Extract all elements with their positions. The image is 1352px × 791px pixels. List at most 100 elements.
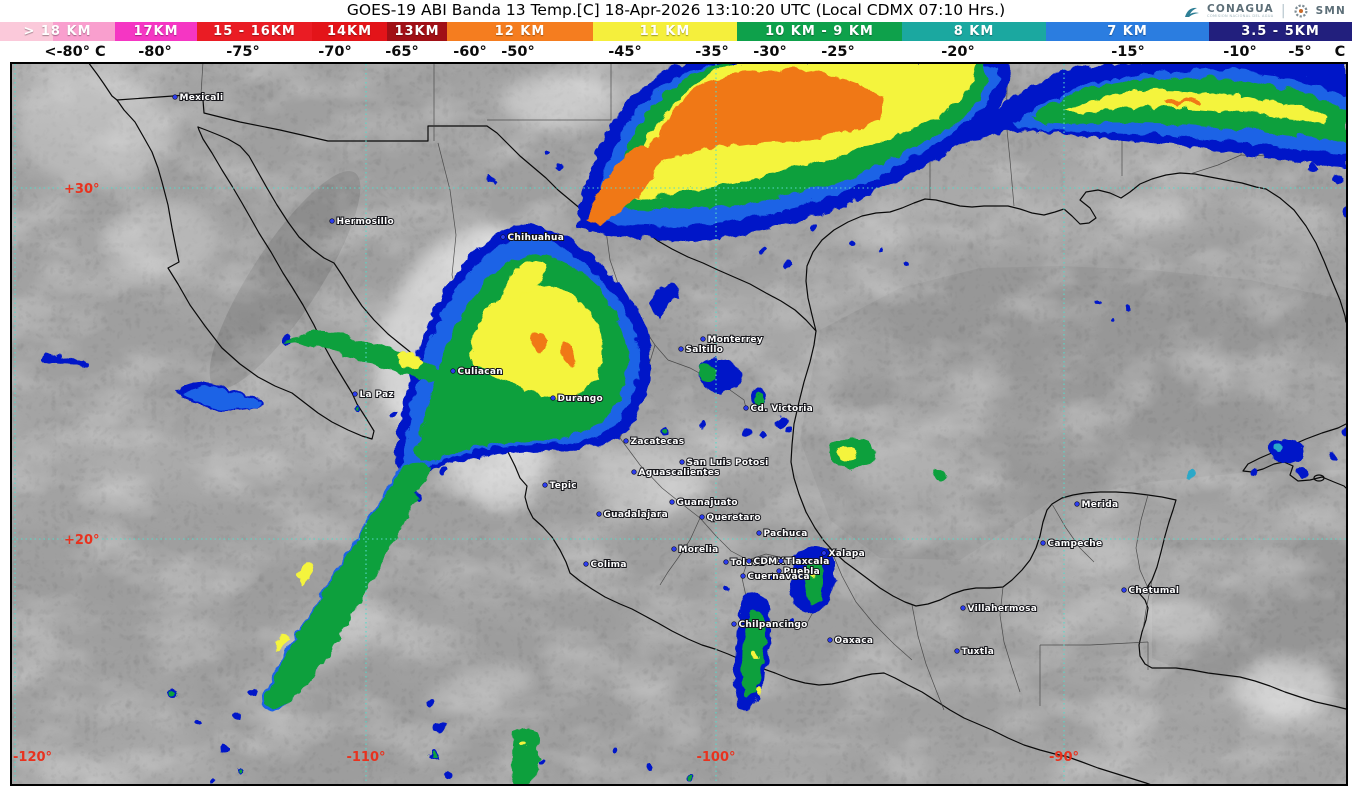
temp-label: <-80° C <box>44 44 106 60</box>
city-marker <box>778 558 784 564</box>
city-label: Merida <box>1082 500 1119 510</box>
city-marker <box>723 559 729 565</box>
meridian-label: -120° <box>13 750 52 765</box>
city-label: Zacatecas <box>631 437 685 447</box>
city-marker <box>740 573 746 579</box>
temp-label: -60° <box>453 44 487 60</box>
storm-overlays <box>38 64 1346 784</box>
city-label: Pachuca <box>764 529 808 539</box>
temp-label: -10° <box>1223 44 1257 60</box>
altitude-scale-bar: > 18 KM 17KM 15 - 16KM 14KM 13KM 12 KM 11 KM 10… <box>0 22 1352 41</box>
city-label: Culiacan <box>458 367 503 377</box>
city-label: Tepic <box>550 481 577 491</box>
scale-segment-9: 7 KM <box>1046 22 1209 41</box>
temp-label: -75° <box>226 44 260 60</box>
temp-label: -15° <box>1111 44 1145 60</box>
meridian-label: -100° <box>696 750 735 765</box>
city-label: Aguascalientes <box>639 468 720 478</box>
city-label: Chilpancingo <box>739 620 808 630</box>
city-label: Chetumal <box>1129 586 1180 596</box>
city-marker <box>500 234 506 240</box>
meridian-label: -90° <box>1049 750 1079 765</box>
city-marker <box>954 648 960 654</box>
city-label: Durango <box>558 394 604 404</box>
city-marker <box>542 482 548 488</box>
grid-labels: -120° -110° -100° -90° +30° +20° <box>13 182 1079 765</box>
city-label: Puebla <box>784 567 821 577</box>
city-marker <box>623 438 629 444</box>
parallel-label: +20° <box>64 533 99 548</box>
city-label: Queretaro <box>707 513 761 523</box>
city-marker <box>827 637 833 643</box>
city-label: Campeche <box>1048 539 1103 549</box>
smn-gear-icon <box>1294 4 1308 18</box>
city-label: Colima <box>591 560 627 570</box>
city-label: Hermosillo <box>337 217 394 227</box>
city-label: Chihuahua <box>508 233 565 243</box>
city-marker <box>678 346 684 352</box>
conagua-subtitle: COMISION NACIONAL DEL AGUA <box>1206 14 1274 18</box>
temp-label: -80° <box>138 44 172 60</box>
smn-wordmark: SMN <box>1315 5 1346 17</box>
page-title: GOES-19 ABI Banda 13 Temp.[C] 18-Apr-202… <box>346 1 1006 19</box>
city-marker <box>743 405 749 411</box>
agency-logos: CONAGUA COMISION NACIONAL DEL AGUA | SMN <box>1183 0 1346 22</box>
city-marker <box>172 94 178 100</box>
city-marker <box>583 561 589 567</box>
city-marker <box>679 459 685 465</box>
city-label: San Luis Potosi <box>687 458 769 468</box>
city-marker <box>596 511 602 517</box>
city-marker <box>756 530 762 536</box>
scale-segment-5: 12 KM <box>447 22 593 41</box>
city-label: Monterrey <box>708 335 764 345</box>
city-marker <box>960 605 966 611</box>
temp-label: -5° <box>1288 44 1312 60</box>
temp-label: -45° <box>608 44 642 60</box>
grid-lines <box>12 64 1346 784</box>
city-label: Guanajuato <box>677 498 738 508</box>
temp-label: -50° <box>501 44 535 60</box>
state-borders <box>200 64 1346 711</box>
scale-segment-0: > 18 KM <box>0 22 115 41</box>
city-label: Villahermosa <box>968 604 1038 614</box>
city-label: Tuxtla <box>962 647 995 657</box>
city-marker <box>671 546 677 552</box>
city-marker <box>631 469 637 475</box>
city-marker <box>746 558 752 564</box>
city-marker <box>669 499 675 505</box>
city-label: Morelia <box>679 545 719 555</box>
city-label: CDMX <box>754 557 785 567</box>
city-label: Cuernavaca <box>748 572 810 582</box>
temp-label: -65° <box>385 44 419 60</box>
city-markers: Mexicali Hermosillo Chihuahua La Paz Culiaca… <box>172 92 1180 658</box>
scale-segment-4: 13KM <box>387 22 447 41</box>
temp-label: -30° <box>753 44 787 60</box>
city-label: Oaxaca <box>835 636 874 646</box>
city-label: Mexicali <box>180 93 224 103</box>
city-marker <box>450 368 456 374</box>
city-marker <box>821 550 827 556</box>
city-marker <box>731 621 737 627</box>
scale-segment-2: 15 - 16KM <box>197 22 312 41</box>
city-label: Guadalajara <box>604 510 669 520</box>
temp-label: -20° <box>941 44 975 60</box>
city-label: Saltillo <box>686 345 724 355</box>
satellite-map-canvas: -120° -110° -100° -90° +30° +20° Mexicali Herm… <box>12 64 1346 784</box>
conagua-wave-icon <box>1184 7 1199 17</box>
conagua-logo: CONAGUA COMISION NACIONAL DEL AGUA <box>1207 4 1274 18</box>
temp-label: C <box>1334 44 1346 60</box>
temperature-scale-labels: <-80° C -80° -75° -70° -65° -60° -50° -45° -35° -… <box>0 41 1352 62</box>
scale-segment-7: 10 KM - 9 KM <box>737 22 902 41</box>
logo-separator: | <box>1280 3 1286 19</box>
city-marker <box>329 218 335 224</box>
conagua-wordmark: CONAGUA <box>1206 3 1274 15</box>
city-label: Cd. Victoria <box>751 404 814 414</box>
scale-segment-1: 17KM <box>115 22 197 41</box>
city-marker <box>352 391 358 397</box>
header: GOES-19 ABI Banda 13 Temp.[C] 18-Apr-202… <box>0 0 1352 22</box>
city-label: Toluca <box>731 558 765 568</box>
parallel-label: +30° <box>64 182 99 197</box>
city-label: Xalapa <box>829 549 866 559</box>
city-marker <box>1074 501 1080 507</box>
